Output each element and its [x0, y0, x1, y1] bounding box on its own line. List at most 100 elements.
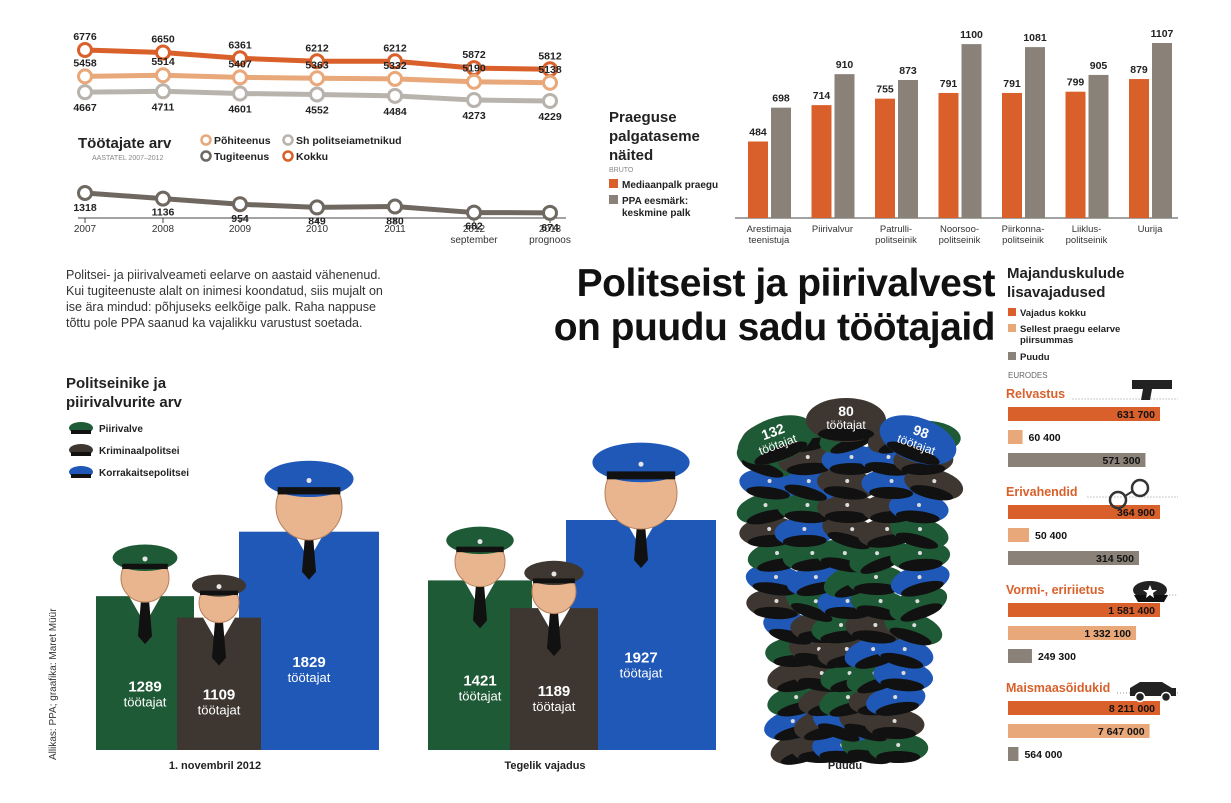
- missing-cap-visor: [752, 582, 797, 596]
- x-tick-label: 2007: [74, 224, 97, 235]
- salary-category-label: Piirkonna-: [1002, 224, 1045, 235]
- officer-cap-badge: [638, 461, 644, 467]
- expense-bar: [1008, 626, 1137, 640]
- missing-cap-badge: [875, 551, 880, 556]
- missing-cap: [774, 516, 835, 548]
- salary-legend-label: Mediaanpalk praegu: [622, 180, 718, 191]
- officer-tie: [473, 584, 487, 629]
- missing-cap-visor: [824, 510, 869, 524]
- missing-cap-visor: [895, 532, 939, 549]
- missing-cap-badge: [763, 503, 768, 508]
- line-point: [387, 70, 403, 87]
- group-label: Puudu: [828, 760, 862, 772]
- missing-cap-badge: [773, 575, 778, 580]
- x-tick-label: september: [450, 235, 498, 246]
- missing-cap-badge: [845, 695, 850, 700]
- salary-category-label: politseinik: [1002, 235, 1044, 246]
- x-tick-label: 2013: [539, 224, 562, 235]
- legend-cap-visor: [71, 452, 91, 456]
- line-point: [232, 196, 248, 213]
- x-tick-label: 2008: [152, 224, 175, 235]
- salary-bar: [875, 98, 895, 218]
- line-data-label: 5514: [151, 56, 175, 68]
- missing-cap-visor: [847, 749, 891, 765]
- line-data-label: 5363: [305, 59, 329, 71]
- missing-cap-visor: [790, 603, 833, 622]
- officer-count-label: 1421: [463, 673, 496, 690]
- line-data-label: 674: [541, 222, 559, 234]
- salary-value-label: 1107: [1151, 28, 1174, 40]
- x-tick-label: 2012: [463, 224, 486, 235]
- line-point: [77, 42, 93, 58]
- headline: Politseist ja piirivalvest on puudu sadu…: [455, 262, 996, 350]
- missing-cap-badge: [901, 671, 906, 676]
- missing-cap-visor: [880, 652, 924, 669]
- missing-cap: [889, 515, 949, 549]
- salary-bar: [1025, 47, 1045, 219]
- expense-value-label: 1 332 100: [1084, 628, 1131, 640]
- expense-category-title: Relvastus: [1006, 387, 1065, 401]
- salary-value-label: 799: [1067, 77, 1085, 89]
- salary-value-label: 484: [749, 126, 767, 138]
- missing-cap-visor: [852, 630, 896, 644]
- expense-value-label: 249 300: [1038, 651, 1076, 663]
- missing-cap-visor: [782, 534, 827, 548]
- missing-cap: [890, 540, 951, 572]
- missing-cap-badge: [878, 599, 883, 604]
- line-point: [232, 85, 248, 102]
- salary-category-label: politseinik: [1066, 235, 1108, 246]
- line-data-label: 4229: [538, 111, 562, 123]
- line-point: [542, 74, 558, 91]
- expenses-legend-label: Sellest praegu eelarve: [1020, 324, 1120, 335]
- line-point: [309, 199, 325, 216]
- line-point: [232, 69, 248, 86]
- line-point: [77, 185, 93, 201]
- officer-cap-band: [277, 487, 341, 495]
- police-cap-icon: [1133, 581, 1168, 602]
- legend-swatch: [609, 179, 618, 188]
- line-point: [155, 190, 171, 207]
- line-data-label: 5458: [73, 57, 97, 69]
- missing-cap-visor: [895, 510, 940, 524]
- missing-cap-badge: [767, 527, 772, 532]
- missing-cap-visor: [784, 484, 827, 501]
- line-chart-title: Töötajate arv: [78, 135, 172, 152]
- line-point: [387, 53, 403, 70]
- line-point: [77, 84, 93, 101]
- missing-cap-badge: [813, 599, 818, 604]
- salary-value-label: 698: [772, 93, 790, 105]
- expense-category-title: Erivahendid: [1006, 485, 1078, 499]
- source-credit: Allikas: PPA; graafika: Maret Müür: [48, 608, 59, 760]
- legend-swatch: [1008, 352, 1016, 360]
- line-data-label: 4667: [73, 102, 97, 114]
- line-point: [466, 204, 482, 221]
- line-data-label: 1318: [73, 202, 97, 214]
- expenses-legend-label: piirsummas: [1020, 335, 1073, 346]
- line-data-label: 4552: [305, 104, 329, 116]
- salary-value-label: 791: [940, 78, 958, 90]
- expense-value-label: 571 300: [1102, 455, 1140, 467]
- legend-cap-visor: [71, 430, 91, 434]
- salary-title-line: palgataseme: [609, 128, 700, 145]
- officer-count-label: 1109: [203, 687, 236, 704]
- missing-cap-badge: [871, 647, 876, 652]
- salary-bar: [811, 105, 832, 218]
- line-data-label: 4711: [152, 101, 175, 113]
- missing-cap-badge: [932, 479, 937, 484]
- salary-bar: [748, 141, 768, 218]
- legend-swatch: [1008, 324, 1016, 332]
- car-icon: [1130, 682, 1176, 703]
- officers-legend-label: Piirivalve: [99, 424, 143, 435]
- missing-cap-visor: [901, 580, 944, 597]
- missing-count-label: 132: [759, 420, 787, 443]
- salary-category-label: Noorsoo-: [940, 224, 979, 235]
- expense-value-label: 564 000: [1024, 749, 1062, 761]
- expense-bar: [1008, 430, 1023, 444]
- salary-category-label: politseinik: [875, 235, 917, 246]
- line-data-label: 849: [308, 215, 326, 227]
- officer-cap-band: [533, 578, 575, 584]
- officer-tie: [212, 621, 226, 666]
- legend-swatch: [1008, 308, 1016, 316]
